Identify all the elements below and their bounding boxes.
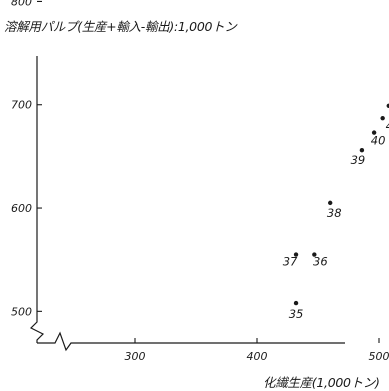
- data-points: 353637383940434142: [283, 57, 389, 321]
- data-point-43: [380, 116, 384, 120]
- data-point-35: [294, 301, 298, 305]
- axes: [31, 56, 345, 350]
- data-point-38: [328, 201, 332, 205]
- data-label-38: 38: [327, 206, 342, 220]
- y-axis-line: [31, 56, 43, 343]
- data-point-39: [360, 148, 364, 152]
- y-tick-label-500: 500: [11, 305, 32, 318]
- x-axis-title: 化繊生産(1,000トン): [263, 372, 380, 391]
- data-label-37: 37: [283, 255, 298, 269]
- y-tick-label-700: 700: [11, 99, 32, 112]
- data-label-40: 40: [371, 134, 386, 148]
- x-tick-label-300: 300: [125, 350, 146, 363]
- data-label-35: 35: [289, 307, 304, 321]
- x-tick-label-400: 400: [247, 350, 268, 363]
- y-tick-label-600: 600: [11, 202, 32, 215]
- y-tick-label-800: 800: [11, 0, 32, 8]
- x-ticks: 300400500600: [125, 338, 389, 363]
- data-label-43: 43: [386, 119, 389, 133]
- data-label-36: 36: [313, 255, 328, 269]
- x-axis-line: [37, 333, 345, 350]
- data-label-39: 39: [351, 153, 366, 167]
- x-tick-label-500: 500: [369, 350, 389, 363]
